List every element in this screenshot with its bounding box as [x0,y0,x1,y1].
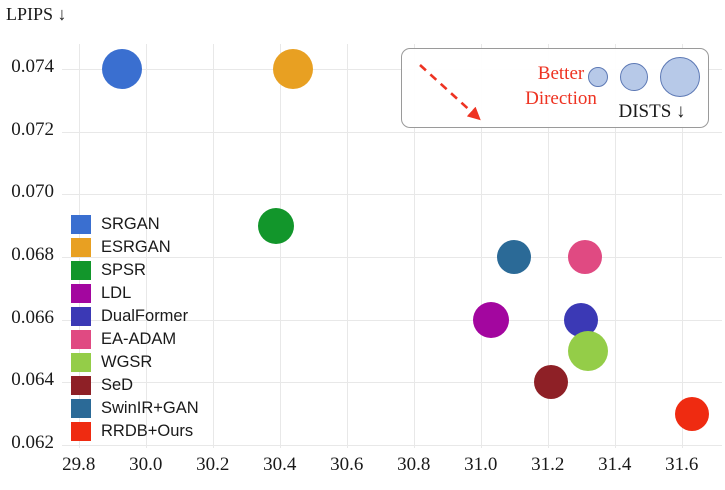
gridline-horizontal [62,319,722,321]
legend-item-swinir-gan[interactable]: SwinIR+GAN [71,397,199,420]
gridline-horizontal [62,382,722,384]
legend-swatch-icon [71,376,91,395]
x-tick-label: 30.6 [330,454,364,475]
gridline-vertical [413,44,415,448]
legend-item-wgsr[interactable]: WGSR [71,351,199,374]
better-direction-line-1: Better [537,63,585,84]
legend-swatch-icon [71,307,91,326]
better-direction-line-2: Direction [525,88,597,109]
legend-item-label: WGSR [101,353,153,371]
dists-label: DISTS ↓ [618,101,686,122]
data-point-rrdb-ours[interactable] [674,396,709,431]
data-point-spsr[interactable] [258,207,295,244]
y-tick-label: 0.072 [11,118,54,140]
legend-item-label: SPSR [101,261,146,279]
gridline-horizontal [62,131,722,133]
legend-swatch-icon [71,238,91,257]
y-axis-title: LPIPS ↓ [6,4,67,24]
data-point-wgsr[interactable] [567,330,608,371]
legend-item-label: RRDB+Ours [101,422,194,440]
legend-item-ea-adam[interactable]: EA-ADAM [71,328,199,351]
x-tick-label: 31.2 [531,454,565,475]
gridline-vertical [346,44,348,448]
gridline-vertical [480,44,482,448]
legend-item-label: SeD [101,376,134,394]
gridline-horizontal [62,256,722,258]
legend-swatch-icon [71,422,91,441]
better-direction-arrow-icon [419,64,481,121]
legend-swatch-icon [71,353,91,372]
x-tick-label: 31.6 [665,454,699,475]
legend-item-label: DualFormer [101,307,189,325]
data-point-ldl[interactable] [472,301,509,338]
legend-swatch-icon [71,399,91,418]
x-tick-label: 29.8 [62,454,96,475]
data-point-swinir-gan[interactable] [497,239,532,274]
size-key-bubble-3 [660,57,700,97]
y-tick-label: 0.062 [11,431,54,453]
legend-item-label: EA-ADAM [101,330,177,348]
y-tick-label: 0.064 [11,369,54,391]
gridline-vertical [279,44,281,448]
size-key-bubble-2 [620,63,648,91]
legend-item-rrdb-ours[interactable]: RRDB+Ours [71,420,199,443]
legend-swatch-icon [71,261,91,280]
y-tick-label: 0.066 [11,306,54,328]
better-direction-label: Better Direction [506,61,616,111]
gridline-vertical [212,44,214,448]
data-point-esrgan[interactable] [273,49,314,90]
size-key-bubble-1 [588,67,608,87]
inset-legend-box: Better Direction DISTS ↓ [401,48,709,128]
legend-item-sed[interactable]: SeD [71,374,199,397]
legend-item-label: ESRGAN [101,238,171,256]
x-tick-label: 31.4 [598,454,632,475]
legend-item-srgan[interactable]: SRGAN [71,213,199,236]
x-tick-label: 30.8 [397,454,431,475]
gridline-horizontal [62,194,722,196]
x-tick-label: 31.0 [464,454,498,475]
legend-swatch-icon [71,284,91,303]
legend-item-label: SRGAN [101,215,160,233]
legend-swatch-icon [71,215,91,234]
gridline-vertical [145,44,147,448]
gridline-vertical [681,44,683,448]
x-tick-label: 30.4 [263,454,297,475]
gridline-vertical [614,44,616,448]
legend-swatch-icon [71,330,91,349]
x-tick-label: 30.2 [196,454,230,475]
legend: SRGAN ESRGAN SPSR LDL DualFormer EA-ADAM WGSR S… [71,213,199,443]
legend-item-ldl[interactable]: LDL [71,282,199,305]
legend-item-label: SwinIR+GAN [101,399,199,417]
gridline-vertical [547,44,549,448]
legend-item-esrgan[interactable]: ESRGAN [71,236,199,259]
gridline-horizontal [62,69,722,71]
y-tick-label: 0.074 [11,56,54,78]
legend-item-spsr[interactable]: SPSR [71,259,199,282]
x-tick-label: 30.0 [129,454,163,475]
data-point-ea-adam[interactable] [567,239,602,274]
legend-item-label: LDL [101,284,132,302]
data-point-srgan[interactable] [102,49,143,90]
y-tick-label: 0.068 [11,243,54,265]
gridline-horizontal [62,444,722,446]
legend-item-dualformer[interactable]: DualFormer [71,305,199,328]
data-point-sed[interactable] [534,365,569,400]
y-tick-label: 0.070 [11,181,54,203]
